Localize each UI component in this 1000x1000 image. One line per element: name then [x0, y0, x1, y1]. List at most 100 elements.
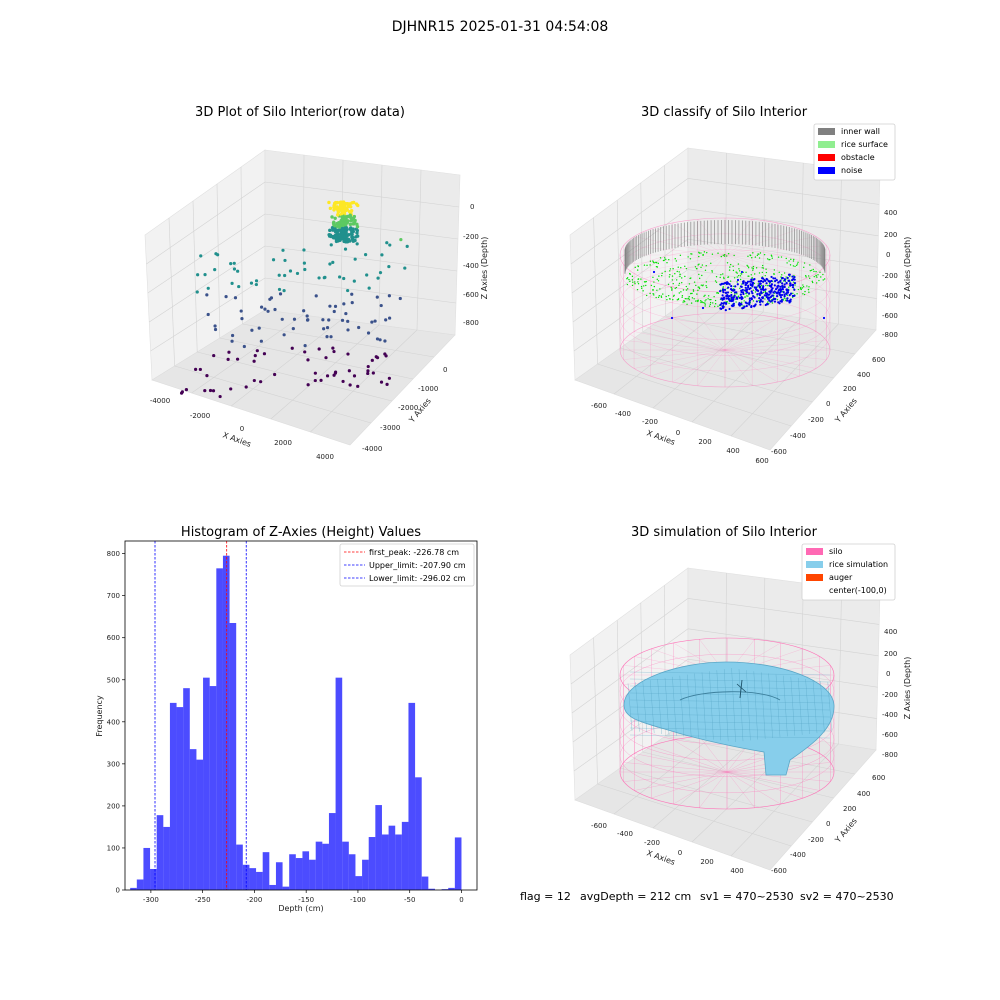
raw-point [378, 271, 383, 275]
histogram-bar [408, 702, 416, 890]
rice-surface-point [714, 299, 717, 302]
rice-surface-point [704, 305, 706, 307]
rice-surface-point [681, 296, 683, 298]
legend-swatch-silo [806, 548, 823, 555]
panel1-zlabel: Z Axies (Depth) [480, 237, 489, 300]
raw-point [325, 325, 330, 330]
rice-surface-point [634, 281, 636, 283]
rice-surface-point [747, 265, 749, 268]
histogram-x-tick-label: -150 [298, 896, 314, 904]
noise-cluster-point [766, 278, 769, 281]
noise-cluster-point [781, 282, 784, 285]
panel2-y-tick: -200 [808, 416, 824, 424]
panel4-floor-pane [574, 719, 877, 871]
panel4-x-tick: -400 [617, 830, 633, 838]
raw-point [384, 318, 388, 322]
histogram-bar [229, 622, 237, 890]
raw-point [376, 276, 380, 280]
noise-cluster-point [746, 280, 750, 283]
noise-cluster-point [734, 285, 737, 288]
raw-point [355, 222, 359, 227]
noise-cluster-point [732, 296, 735, 299]
rice-mesh-line [629, 699, 831, 704]
rice-surface-point [796, 263, 799, 265]
noise-cluster-point [728, 307, 731, 311]
silo-rim [619, 312, 831, 388]
raw-point [283, 273, 287, 278]
rice-surface-point [696, 300, 698, 302]
raw-point [341, 379, 345, 384]
raw-point [348, 222, 353, 227]
raw-point [313, 378, 317, 383]
rice-surface-point [720, 255, 723, 258]
rice-surface-point [676, 270, 678, 273]
raw-point [254, 282, 258, 287]
raw-point [330, 215, 334, 219]
rice-surface-point [730, 291, 733, 294]
silo-spoke [724, 314, 753, 351]
raw-point [331, 260, 335, 265]
raw-point [262, 352, 267, 356]
raw-point [281, 248, 285, 252]
panel1-x-ticks: -4000 -2000 0 2000 4000 [150, 397, 334, 461]
histogram-bar [328, 813, 336, 890]
histogram-bar [216, 568, 223, 890]
raw-point [380, 253, 384, 257]
rice-surface-point [792, 292, 794, 295]
raw-point [383, 339, 387, 343]
noise-cluster-point [759, 280, 762, 283]
rice-surface-point [667, 294, 670, 297]
panel1-title: 3D Plot of Silo Interior(row data) [195, 105, 405, 120]
rice-surface-point [752, 289, 755, 291]
rice-surface-point [736, 272, 738, 274]
histogram-y-tick-label: 300 [107, 760, 120, 768]
silo-spoke [650, 349, 726, 377]
noise-cluster-point [735, 297, 739, 300]
silo-spoke [634, 254, 726, 274]
rice-surface-point [684, 275, 686, 278]
raw-point [268, 297, 272, 301]
panel1-xlabel: X Axies [221, 430, 252, 449]
raw-point [277, 273, 281, 277]
rice-surface-point [792, 281, 795, 283]
rice-surface-point [666, 261, 668, 264]
raw-point [206, 286, 210, 290]
silo-spoke [724, 254, 827, 265]
noise-cluster-point [745, 304, 748, 308]
noise-point [670, 316, 674, 320]
noise-cluster-point [726, 293, 729, 297]
panel4-y-tick: 400 [857, 790, 870, 798]
grid-line [378, 164, 383, 326]
panel2-floor-pane [574, 299, 877, 451]
raw-point [343, 247, 348, 251]
panel1-x-tick: -4000 [150, 397, 170, 405]
raw-point [255, 349, 259, 353]
noise-cluster-point [722, 282, 725, 285]
grid-line [593, 637, 598, 785]
rice-surface-point [652, 261, 655, 263]
raw-point [353, 257, 357, 261]
rice-surface-point [675, 260, 678, 262]
panel4-z-tick: -200 [882, 691, 898, 699]
silo-spoke [724, 331, 816, 351]
footer-stats: flag = 12 avgDepth = 212 cm sv1 = 470~25… [520, 890, 894, 903]
histogram-bar [136, 879, 144, 890]
panel4-y-tick: -600 [771, 867, 787, 875]
rice-surface-point [679, 275, 681, 278]
raw-point [230, 333, 235, 338]
rice-surface-point [649, 264, 651, 266]
grid-line [571, 628, 689, 714]
silo-rim [619, 217, 831, 293]
rice-surface-point [626, 277, 629, 279]
grid-line [730, 743, 839, 857]
raw-point [378, 338, 382, 342]
rice-surface-point [698, 263, 700, 265]
auger-line [736, 683, 747, 693]
rice-surface-point [737, 274, 740, 277]
silo-spoke [623, 340, 726, 351]
rice-mesh-line [738, 669, 744, 742]
noise-cluster-point [761, 280, 765, 283]
noise-cluster-point [748, 299, 752, 302]
panel1-x-tick: 2000 [274, 439, 292, 447]
rice-surface-point [723, 255, 726, 257]
